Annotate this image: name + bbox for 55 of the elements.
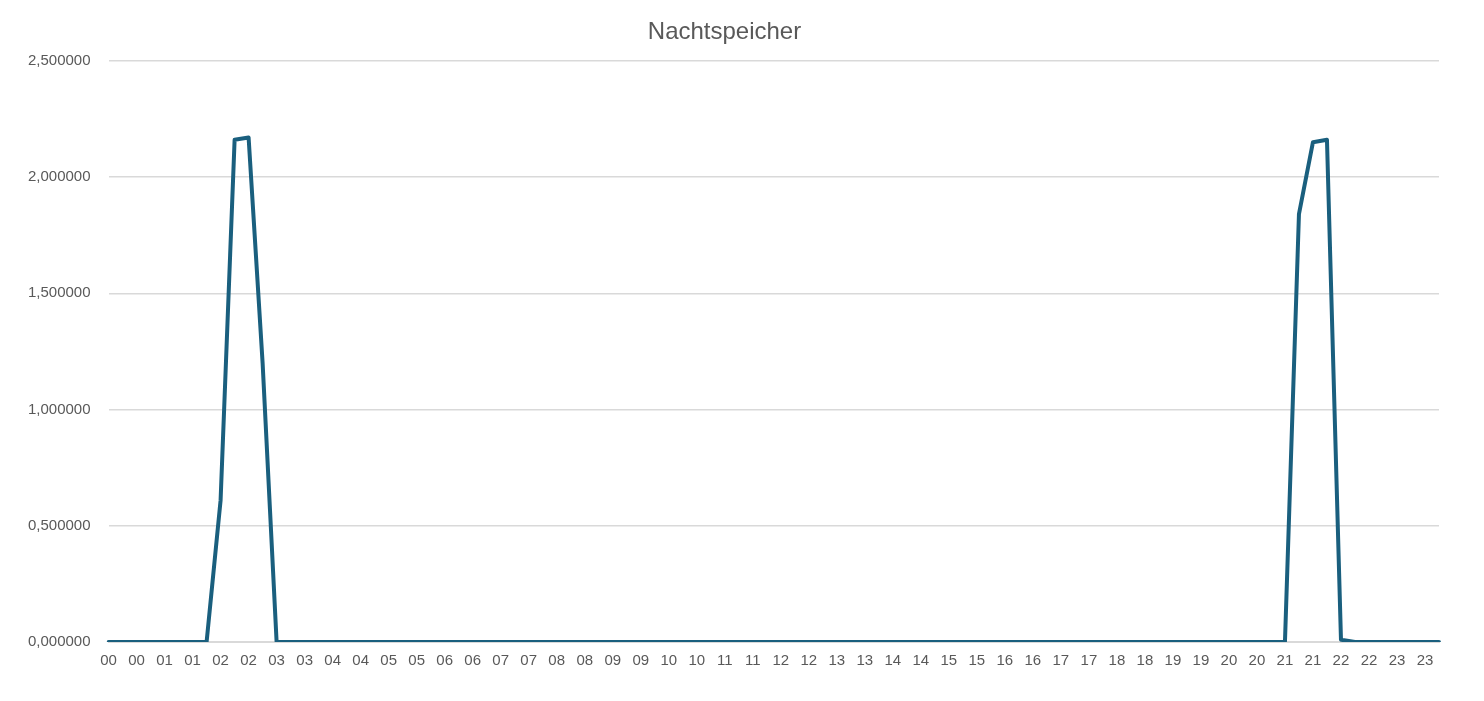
- x-tick-label: 06: [464, 651, 482, 669]
- x-tick-label: 01: [184, 651, 201, 669]
- x-tick-label: 01: [156, 651, 173, 669]
- x-tick-label: 16: [1024, 651, 1042, 669]
- x-tick-label: 18: [1136, 651, 1154, 669]
- x-tick-label: 09: [632, 651, 650, 669]
- y-tick-label: 1,000000: [27, 399, 91, 417]
- x-tick-label: 19: [1192, 651, 1210, 669]
- x-tick-label: 05: [380, 651, 397, 669]
- x-tick-label: 12: [800, 651, 818, 669]
- x-tick-label: 23: [1388, 651, 1406, 669]
- x-tick-label: 05: [408, 651, 426, 669]
- chart-title: Nachtspeicher: [647, 17, 802, 45]
- x-tick-label: 02: [240, 651, 257, 669]
- x-tick-label: 20: [1248, 651, 1266, 669]
- x-tick-label: 07: [492, 651, 510, 669]
- x-tick-label: 20: [1220, 651, 1238, 669]
- x-tick-label: 21: [1304, 651, 1322, 669]
- x-tick-label: 00: [128, 651, 145, 669]
- x-tick-label: 14: [912, 651, 930, 669]
- x-tick-label: 22: [1360, 651, 1378, 669]
- x-tick-label: 04: [352, 651, 369, 669]
- x-tick-label: 18: [1108, 651, 1126, 669]
- y-tick-label: 0,500000: [27, 515, 91, 533]
- x-tick-label: 22: [1332, 651, 1350, 669]
- x-tick-label: 14: [884, 651, 902, 669]
- x-tick-label: 23: [1416, 651, 1434, 669]
- x-tick-label: 11: [716, 651, 733, 669]
- x-tick-label: 04: [324, 651, 341, 669]
- x-tick-label: 10: [688, 651, 706, 669]
- x-tick-label: 07: [520, 651, 538, 669]
- x-tick-label: 09: [604, 651, 622, 669]
- x-tick-label: 17: [1080, 651, 1098, 669]
- x-tick-label: 15: [940, 651, 958, 669]
- y-tick-label: 2,000000: [27, 167, 91, 185]
- x-tick-label: 17: [1052, 651, 1070, 669]
- x-tick-label: 03: [296, 651, 313, 669]
- x-tick-label: 02: [212, 651, 229, 669]
- x-tick-label: 13: [828, 651, 846, 669]
- x-tick-label: 08: [548, 651, 566, 669]
- x-tick-label: 19: [1164, 651, 1182, 669]
- x-tick-label: 03: [268, 651, 285, 669]
- x-tick-label: 08: [576, 651, 594, 669]
- x-tick-label: 16: [996, 651, 1014, 669]
- x-tick-label: 12: [772, 651, 790, 669]
- x-tick-label: 21: [1276, 651, 1294, 669]
- x-tick-label: 06: [436, 651, 454, 669]
- x-tick-label: 11: [744, 651, 761, 669]
- x-tick-label: 00: [100, 651, 117, 669]
- x-tick-label: 13: [856, 651, 874, 669]
- y-tick-label: 0,000000: [27, 632, 91, 650]
- x-tick-label: 10: [660, 651, 678, 669]
- x-tick-label: 15: [968, 651, 986, 669]
- y-tick-label: 1,500000: [27, 283, 91, 301]
- y-tick-label: 2,500000: [27, 50, 91, 68]
